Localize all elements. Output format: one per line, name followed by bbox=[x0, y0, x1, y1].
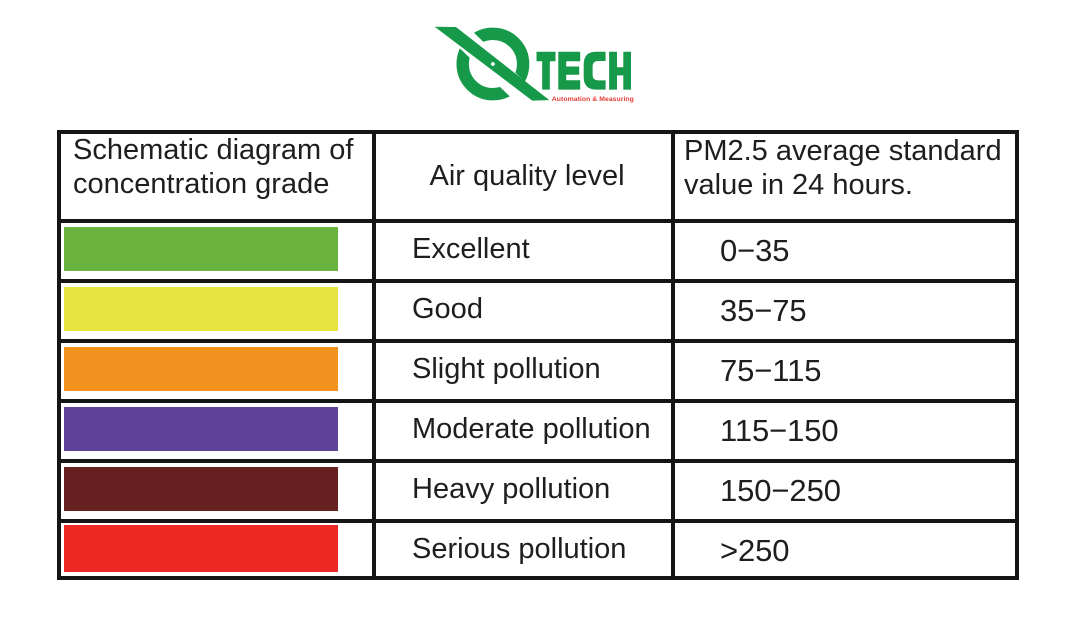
svg-text:Automation & Measuring: Automation & Measuring bbox=[552, 96, 634, 103]
